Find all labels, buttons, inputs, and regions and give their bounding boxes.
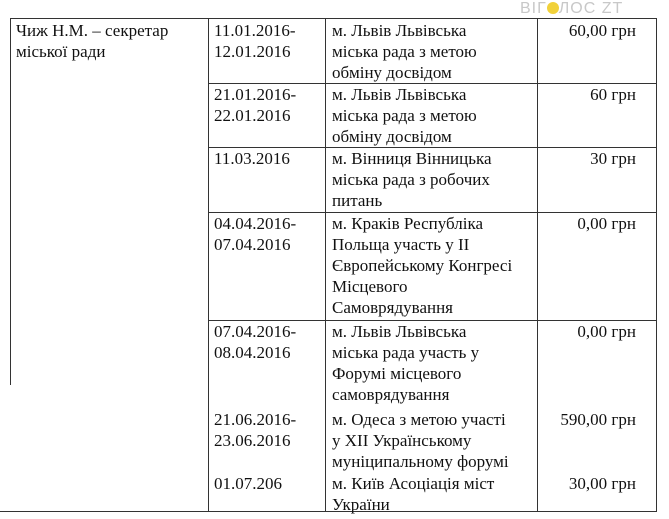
column-divider — [537, 18, 538, 512]
dates-cell: 04.04.2016- 07.04.2016 — [214, 213, 296, 255]
purpose-cell: м. Одеса з метою участі у ХІІ Українськом… — [332, 409, 509, 472]
person-cell: Чиж Н.М. – секретар міської ради — [16, 20, 168, 62]
purpose-text: м. Львів Львівська — [332, 21, 467, 40]
purpose-text: м. Київ Асоціація міст — [332, 474, 495, 493]
purpose-text: міська рада участь у — [332, 343, 480, 362]
dates-cell: 21.06.2016- 23.06.2016 — [214, 409, 296, 451]
purpose-text: у ХІІ Українському — [332, 431, 472, 450]
purpose-text: Польща участь у ІІ — [332, 235, 470, 254]
table-border-bottom — [0, 511, 657, 512]
purpose-text: міська рада з робочих — [332, 170, 490, 189]
dates-text: 21.06.2016- — [214, 410, 297, 429]
amount-cell: 60 грн — [540, 84, 636, 105]
column-divider — [325, 18, 326, 512]
purpose-cell: м. Львів Львівська міська рада з метою обм… — [332, 84, 477, 147]
amount-text: 0,00 грн — [577, 322, 636, 341]
amount-cell: 30 грн — [540, 148, 636, 169]
dates-text: 11.03.2016 — [214, 149, 290, 168]
amount-cell: 590,00 грн — [540, 409, 636, 430]
purpose-text: міська рада з метою — [332, 42, 477, 61]
watermark-logo: ВІГ ЛОС ZT — [520, 0, 624, 17]
amount-cell: 0,00 грн — [540, 321, 636, 342]
dates-cell: 21.01.2016- 22.01.2016 — [214, 84, 296, 126]
row-divider — [208, 147, 657, 148]
dates-text: 01.07.206 — [214, 474, 282, 493]
purpose-cell: м. Вінниця Вінницька міська рада з робочи… — [332, 148, 492, 211]
purpose-text: м. Львів Львівська — [332, 322, 467, 341]
dates-cell: 07.04.2016- 08.04.2016 — [214, 321, 296, 363]
purpose-cell: м. Краків Республіка Польща участь у ІІ Єв… — [332, 213, 512, 318]
dates-cell: 01.07.206 — [214, 473, 282, 494]
amount-cell: 0,00 грн — [540, 213, 636, 234]
amount-text: 60 грн — [590, 85, 636, 104]
amount-text: 30,00 грн — [568, 474, 636, 493]
person-line: міської ради — [16, 42, 106, 61]
purpose-text: самоврядування — [332, 385, 450, 404]
amount-cell: 30,00 грн — [540, 473, 636, 494]
row-divider — [208, 320, 657, 321]
amount-text: 590,00 грн — [560, 410, 636, 429]
dates-text: 23.06.2016 — [214, 431, 291, 450]
column-divider — [208, 18, 209, 512]
amount-text: 30 грн — [590, 149, 636, 168]
dates-text: 07.04.2016- — [214, 322, 297, 341]
purpose-text: обміну досвідом — [332, 127, 452, 146]
purpose-text: обміну досвідом — [332, 63, 452, 82]
purpose-cell: м. Київ Асоціація міст України — [332, 473, 494, 515]
purpose-cell: м. Львів Львівська міська рада участь у Фо… — [332, 321, 479, 405]
dates-text: 11.01.2016- — [214, 21, 296, 40]
dates-text: 22.01.2016 — [214, 106, 291, 125]
amount-cell: 60,00 грн — [540, 20, 636, 41]
purpose-text: м. Вінниця Вінницька — [332, 149, 492, 168]
purpose-text: України — [332, 495, 390, 514]
amount-text: 0,00 грн — [577, 214, 636, 233]
dates-text: 07.04.2016 — [214, 235, 291, 254]
purpose-text: м. Одеса з метою участі — [332, 410, 506, 429]
purpose-text: міська рада з метою — [332, 106, 477, 125]
dates-text: 04.04.2016- — [214, 214, 297, 233]
purpose-text: м. Краків Республіка — [332, 214, 483, 233]
purpose-text: питань — [332, 191, 383, 210]
row-divider — [208, 83, 657, 84]
amount-text: 60,00 грн — [568, 21, 636, 40]
dates-cell: 11.03.2016 — [214, 148, 290, 169]
dates-text: 08.04.2016 — [214, 343, 291, 362]
purpose-cell: м. Львів Львівська міська рада з метою обм… — [332, 20, 477, 83]
purpose-text: Форумі місцевого — [332, 364, 462, 383]
purpose-text: м. Львів Львівська — [332, 85, 467, 104]
column-divider — [10, 18, 11, 385]
dates-cell: 11.01.2016- 12.01.2016 — [214, 20, 296, 62]
dates-text: 21.01.2016- — [214, 85, 297, 104]
person-line: Чиж Н.М. – секретар — [16, 21, 169, 40]
purpose-text: Місцевого — [332, 277, 408, 296]
row-divider — [208, 212, 657, 213]
purpose-text: Самоврядування — [332, 298, 454, 317]
table-border-top — [10, 18, 657, 19]
purpose-text: муніципальному форумі — [332, 452, 509, 471]
column-divider — [656, 18, 657, 512]
dates-text: 12.01.2016 — [214, 42, 291, 61]
purpose-text: Європейському Конгресі — [332, 256, 513, 275]
